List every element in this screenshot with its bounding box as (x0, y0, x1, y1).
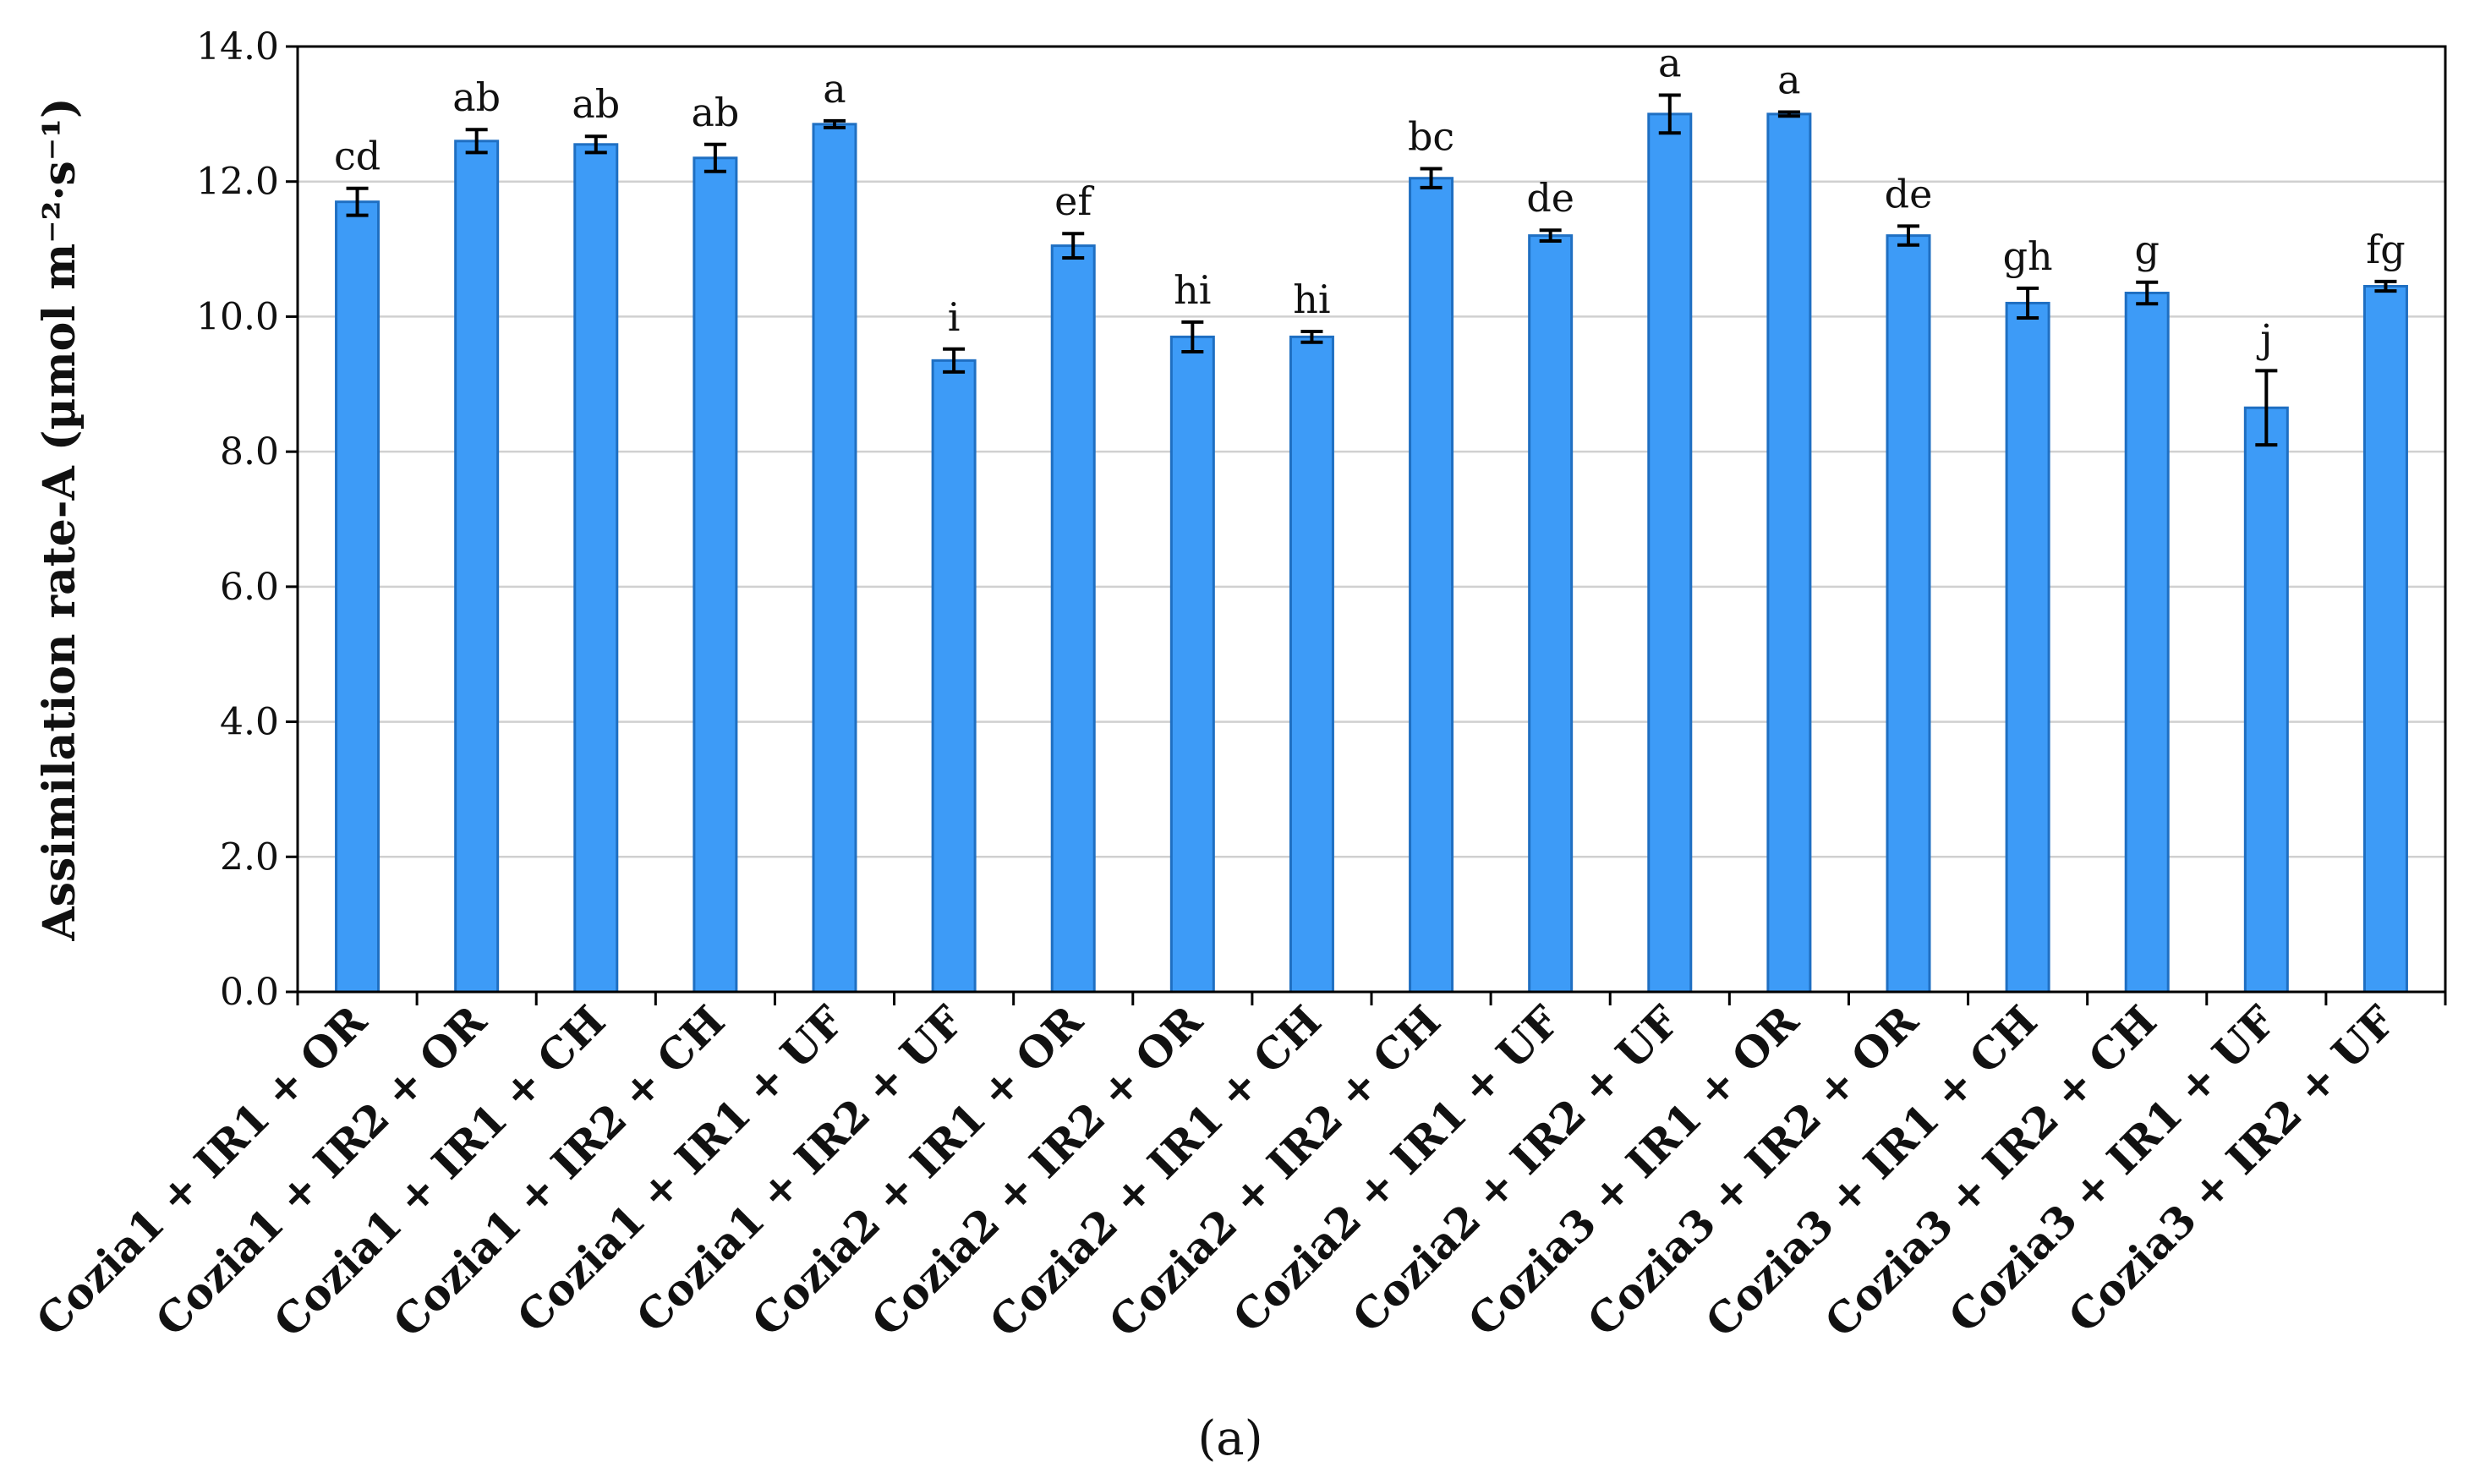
figure-caption: (a) (1197, 1411, 1262, 1466)
significance-label: i (948, 294, 961, 340)
plot-area-frame (296, 45, 2447, 994)
bar (1169, 335, 1215, 994)
y-tick-label: 2.0 (220, 835, 279, 879)
significance-label: gh (2003, 233, 2053, 279)
significance-label: hi (1293, 277, 1330, 322)
y-tick-label: 6.0 (220, 566, 279, 609)
significance-label: g (2134, 227, 2159, 273)
bar (1289, 335, 1334, 994)
error-bar (2374, 279, 2397, 293)
significance-label: de (1526, 175, 1574, 221)
bar (573, 143, 619, 994)
bar (454, 140, 500, 994)
significance-label: bc (1408, 114, 1454, 160)
bars (335, 112, 2408, 994)
significance-label: ab (452, 74, 501, 120)
error-bar (1658, 93, 1681, 135)
bar (1050, 244, 1096, 994)
bar (1528, 234, 1574, 994)
y-axis: 0.0 2.0 4.0 6.0 8.0 10.0 12.0 14.0 (196, 25, 298, 1014)
error-bar (465, 128, 488, 155)
error-bars (346, 93, 2397, 447)
bar (1647, 112, 1693, 994)
error-bar (1420, 167, 1443, 189)
bar (2362, 284, 2408, 994)
error-bar (584, 134, 607, 155)
y-tick-label: 14.0 (196, 25, 279, 68)
error-bar (703, 142, 726, 173)
error-bar (1300, 329, 1323, 344)
y-tick-label: 8.0 (220, 430, 279, 474)
y-tick-label: 0.0 (220, 971, 279, 1014)
bar (2005, 301, 2050, 994)
error-bar (943, 347, 966, 374)
error-bar (1777, 110, 1800, 118)
significance-label: a (823, 66, 846, 112)
error-bar (346, 186, 369, 217)
y-tick-label: 12.0 (196, 161, 279, 204)
significance-label: ab (572, 81, 620, 127)
significance-label: fg (2366, 227, 2405, 272)
y-tick-label: 4.0 (220, 701, 279, 744)
significance-label: a (1777, 57, 1800, 102)
bar (1409, 177, 1454, 994)
bar (693, 156, 738, 994)
error-bar (1181, 320, 1204, 353)
error-bar (2017, 286, 2039, 320)
significance-label: cd (334, 134, 380, 179)
significance-label: ef (1054, 178, 1094, 224)
gridlines (298, 180, 2445, 858)
error-bar (2136, 280, 2159, 306)
error-bar (824, 118, 846, 129)
error-bar (1897, 224, 1919, 247)
bar (1766, 112, 1812, 994)
significance-label: ab (691, 90, 739, 135)
bar (1886, 234, 1931, 994)
bar (335, 200, 380, 994)
y-tick-label: 10.0 (196, 295, 279, 338)
bar (2124, 291, 2170, 994)
error-bar (1539, 228, 1562, 243)
significance-label: de (1885, 171, 1933, 216)
significance-label: j (2256, 315, 2272, 361)
error-bar (1062, 232, 1085, 260)
bar (812, 123, 857, 994)
bar (931, 359, 977, 994)
error-bar (2255, 369, 2278, 447)
bar (2243, 406, 2289, 994)
y-axis-label: Assimilation rate-A (µmol m⁻²·s⁻¹) (34, 97, 85, 941)
significance-label: hi (1174, 267, 1211, 313)
